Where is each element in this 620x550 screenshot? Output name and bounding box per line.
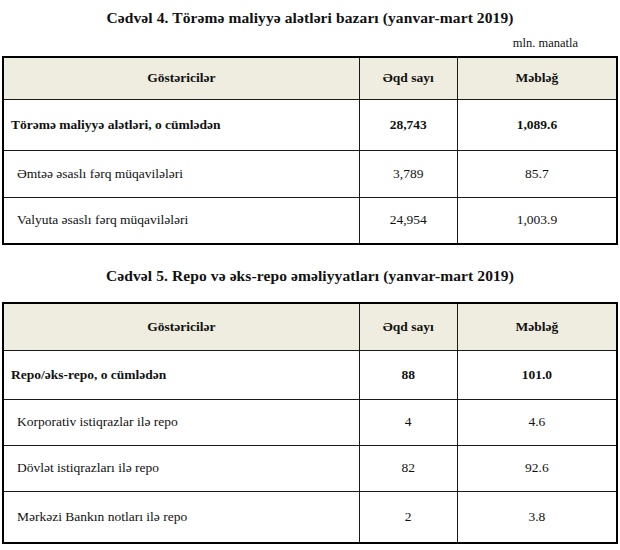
cell-deal-count: 28,743	[359, 99, 457, 150]
column-header-indicators: Göstəricilər	[3, 57, 359, 99]
column-header-deal-count: Əqd sayı	[359, 57, 457, 99]
table-row: Korporativ istiqrazlar ilə repo44.6	[3, 399, 617, 445]
table-row: Dövlət istiqrazları ilə repo8292.6	[3, 445, 617, 491]
cell-deal-count: 4	[359, 399, 457, 445]
table5-title: Cədvəl 5. Repo və əks-repo əməliyyatları…	[0, 267, 620, 285]
cell-indicator: Mərkəzi Bankın notları ilə repo	[3, 491, 359, 543]
table-header-row: Göstəricilər Əqd sayı Məbləğ	[3, 303, 617, 350]
cell-indicator: Repo/əks-repo, o cümlədən	[3, 350, 359, 399]
cell-amount: 1,003.9	[457, 197, 617, 244]
cell-amount: 92.6	[457, 445, 617, 491]
table-row: Əmtəə əsaslı fərq müqavilələri3,78985.7	[3, 150, 617, 197]
unit-note: mln. manatla	[0, 36, 620, 51]
table-header-row: Göstəricilər Əqd sayı Məbləğ	[3, 57, 617, 99]
cell-indicator: Valyuta əsaslı fərq müqavilələri	[3, 197, 359, 244]
column-header-indicators: Göstəricilər	[3, 303, 359, 350]
document-page: Cədvəl 4. Törəmə maliyyə alətləri bazarı…	[0, 0, 620, 550]
cell-amount: 101.0	[457, 350, 617, 399]
cell-indicator: Törəmə maliyyə alətləri, o cümlədən	[3, 99, 359, 150]
table4-derivatives: Göstəricilər Əqd sayı Məbləğ Törəmə mali…	[2, 56, 618, 245]
cell-amount: 4.6	[457, 399, 617, 445]
table4-title: Cədvəl 4. Törəmə maliyyə alətləri bazarı…	[0, 0, 620, 27]
cell-indicator: Korporativ istiqrazlar ilə repo	[3, 399, 359, 445]
cell-indicator: Dövlət istiqrazları ilə repo	[3, 445, 359, 491]
table-row: Mərkəzi Bankın notları ilə repo23.8	[3, 491, 617, 543]
table-row: Repo/əks-repo, o cümlədən88101.0	[3, 350, 617, 399]
cell-deal-count: 24,954	[359, 197, 457, 244]
table-row: Valyuta əsaslı fərq müqavilələri24,9541,…	[3, 197, 617, 244]
cell-deal-count: 2	[359, 491, 457, 543]
cell-deal-count: 88	[359, 350, 457, 399]
table5-repo: Göstəricilər Əqd sayı Məbləğ Repo/əks-re…	[2, 302, 618, 544]
table-row: Törəmə maliyyə alətləri, o cümlədən28,74…	[3, 99, 617, 150]
cell-amount: 85.7	[457, 150, 617, 197]
cell-deal-count: 82	[359, 445, 457, 491]
cell-amount: 1,089.6	[457, 99, 617, 150]
cell-indicator: Əmtəə əsaslı fərq müqavilələri	[3, 150, 359, 197]
column-header-amount: Məbləğ	[457, 303, 617, 350]
cell-amount: 3.8	[457, 491, 617, 543]
column-header-amount: Məbləğ	[457, 57, 617, 99]
cell-deal-count: 3,789	[359, 150, 457, 197]
column-header-deal-count: Əqd sayı	[359, 303, 457, 350]
